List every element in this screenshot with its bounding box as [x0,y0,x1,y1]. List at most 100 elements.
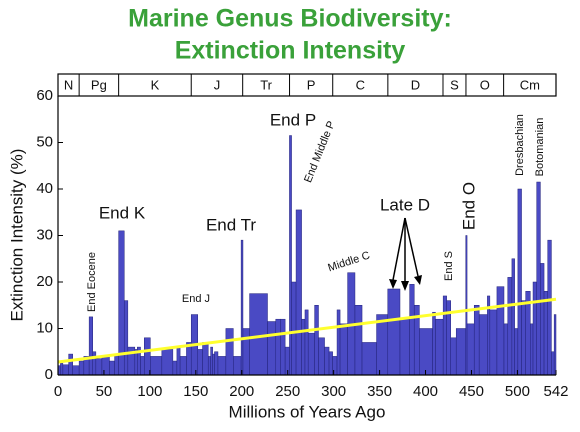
bar [275,318,281,376]
bar [202,342,209,376]
bar [409,284,415,376]
period-label: J [214,77,221,92]
bar [214,351,219,376]
bar [114,353,119,376]
bar [240,239,244,376]
bar [197,349,203,376]
bar [387,288,401,376]
bar [399,318,410,376]
bar [324,346,330,376]
bar [543,291,548,376]
y-tick-label: 40 [36,180,53,197]
period-label: D [411,77,420,92]
period-label: S [450,77,459,92]
x-tick-label: 400 [413,383,438,400]
bar [109,360,115,376]
period-label: N [64,77,73,92]
annotation: End S [443,251,455,281]
x-tick-label: 50 [96,383,113,400]
bar [314,305,319,376]
bar [72,365,80,376]
bar [291,281,297,376]
bar [123,300,129,376]
bar [455,328,467,376]
bar [551,351,555,376]
x-tick-label: 542 [543,383,568,400]
bar [176,346,181,376]
annotation: End J [182,293,210,305]
bar [514,328,519,376]
chart-title: Extinction Intensity [175,37,406,65]
x-tick-label: 250 [275,383,300,400]
bar [210,346,213,376]
x-tick-label: 450 [459,383,484,400]
bar [530,323,534,376]
bar [339,323,348,376]
bar [318,337,325,376]
bar [161,349,174,376]
x-axis-label: Millions of Years Ago [229,402,386,421]
bar [68,353,73,376]
x-tick-label: 350 [367,383,392,400]
bar [212,353,215,376]
bar [473,305,480,376]
arrow-head [389,279,397,289]
annotation: Middle C [326,249,371,274]
arrow [392,217,406,281]
bar [376,314,389,376]
bar [295,209,302,376]
bar [419,328,433,376]
bar [540,263,545,376]
bar [92,351,97,376]
bar [186,342,192,376]
chart-title: Marine Genus Biodiversity: [128,5,452,33]
bar [442,295,447,376]
bar [301,318,306,376]
bar [217,356,227,376]
bar [242,328,250,376]
period-label: K [151,77,160,92]
bar [478,314,488,376]
bar [536,181,541,376]
annotation: End Eocene [86,252,98,312]
bar [249,293,268,376]
period-label: P [307,77,316,92]
x-tick-label: 100 [137,383,162,400]
period-label: Cm [520,77,540,92]
late-d-arrows [389,217,422,291]
bar [144,337,151,376]
bar [432,311,436,376]
y-tick-label: 50 [36,133,53,150]
bar [267,321,277,376]
annotation: Dresbachian [514,114,526,176]
y-tick-label: 60 [36,87,53,104]
y-axis-label: Extinction Intensity (%) [7,149,26,322]
period-label: C [356,77,365,92]
y-tick-label: 20 [36,273,53,290]
period-label: Pg [91,77,107,92]
arrow-head [401,281,409,291]
bar [95,358,103,376]
y-tick-label: 0 [45,366,53,383]
bar [233,356,242,376]
bar [532,281,537,376]
x-tick-label: 500 [505,383,530,400]
bar [435,318,444,376]
annotation: Late D [380,195,430,214]
bar [78,360,85,376]
bar [172,360,178,376]
bar [88,316,93,376]
y-tick-label: 30 [36,226,53,243]
bar [62,364,69,376]
bar [496,286,505,376]
annotation: End O [459,182,478,230]
bar [489,309,498,376]
bar [101,356,110,376]
bar [304,309,309,376]
bar [517,188,522,376]
period-label: Tr [260,77,272,92]
x-tick-label: 0 [54,383,62,400]
bar [547,239,552,376]
annotation: Botomanian [534,118,546,177]
